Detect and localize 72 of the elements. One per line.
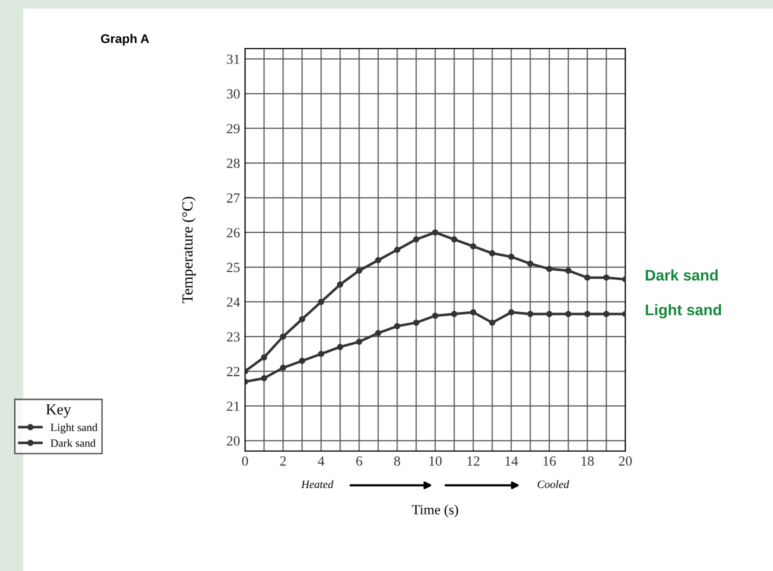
x-tick-label: 2 — [280, 456, 286, 466]
point — [584, 310, 590, 318]
y-tick-label: 31 — [226, 54, 240, 64]
line-series — [245, 309, 626, 385]
text: Light sand — [646, 304, 722, 318]
y-tick-label: 26 — [226, 228, 240, 238]
point — [280, 364, 286, 371]
point — [356, 338, 362, 345]
point — [413, 320, 420, 326]
point — [489, 320, 496, 326]
x-tick-label: 10 — [429, 456, 442, 466]
point — [603, 310, 610, 318]
point — [356, 268, 362, 274]
point — [432, 312, 438, 319]
point — [280, 333, 286, 340]
text: Heated — [301, 480, 334, 488]
legend-label: Dark sand — [50, 439, 96, 447]
legend-title: Key — [46, 404, 72, 418]
point — [451, 236, 458, 243]
y-tick-label: 29 — [226, 124, 240, 134]
point — [432, 229, 438, 236]
x-tick-label: 20 — [619, 456, 632, 466]
y-tick-label: 20 — [226, 436, 240, 446]
point — [527, 310, 534, 318]
point — [470, 309, 476, 316]
point — [527, 260, 534, 267]
point — [375, 257, 382, 264]
point — [489, 250, 496, 256]
point — [584, 274, 590, 281]
text: Dark sand — [646, 269, 718, 281]
point — [470, 243, 476, 250]
point — [336, 344, 344, 350]
point — [260, 354, 268, 361]
point — [336, 281, 344, 288]
point — [375, 330, 382, 336]
y-tick-label: 23 — [226, 332, 240, 342]
point — [394, 246, 400, 253]
x-tick-label: 14 — [506, 456, 518, 466]
point — [603, 274, 610, 281]
point — [298, 358, 306, 364]
x-tick-label: 4 — [318, 456, 324, 466]
point — [565, 268, 572, 274]
x-tick-label: 18 — [582, 456, 594, 466]
y-axis-title: Temperature (°C) — [182, 196, 196, 304]
x-axis-title: Time (s) — [412, 504, 458, 518]
point — [260, 375, 268, 382]
x-tick-label: 12 — [468, 456, 480, 466]
y-tick-label: 22 — [226, 366, 240, 376]
y-tick-label: 21 — [226, 402, 240, 411]
point — [318, 350, 324, 358]
x-tick-label: 8 — [394, 456, 400, 466]
x-tick-label: 6 — [356, 456, 362, 466]
text: Cooled — [538, 480, 570, 488]
point — [451, 310, 458, 318]
point — [318, 298, 324, 305]
y-tick-label: 30 — [226, 89, 240, 99]
y-tick-label: 24 — [226, 297, 240, 307]
point — [565, 310, 572, 318]
point — [413, 236, 420, 243]
y-tick-label: 27 — [226, 193, 240, 203]
y-tick-label: 28 — [226, 158, 240, 168]
point — [546, 266, 552, 272]
point — [394, 323, 400, 330]
x-tick-label: 16 — [544, 456, 556, 466]
point — [508, 309, 514, 316]
point — [508, 254, 514, 260]
text: Graph A — [101, 34, 150, 46]
point — [298, 316, 306, 322]
y-tick-label: 25 — [226, 262, 240, 272]
x-tick-label: 0 — [242, 456, 248, 466]
legend-label: Light sand — [50, 423, 98, 434]
point — [546, 310, 552, 318]
